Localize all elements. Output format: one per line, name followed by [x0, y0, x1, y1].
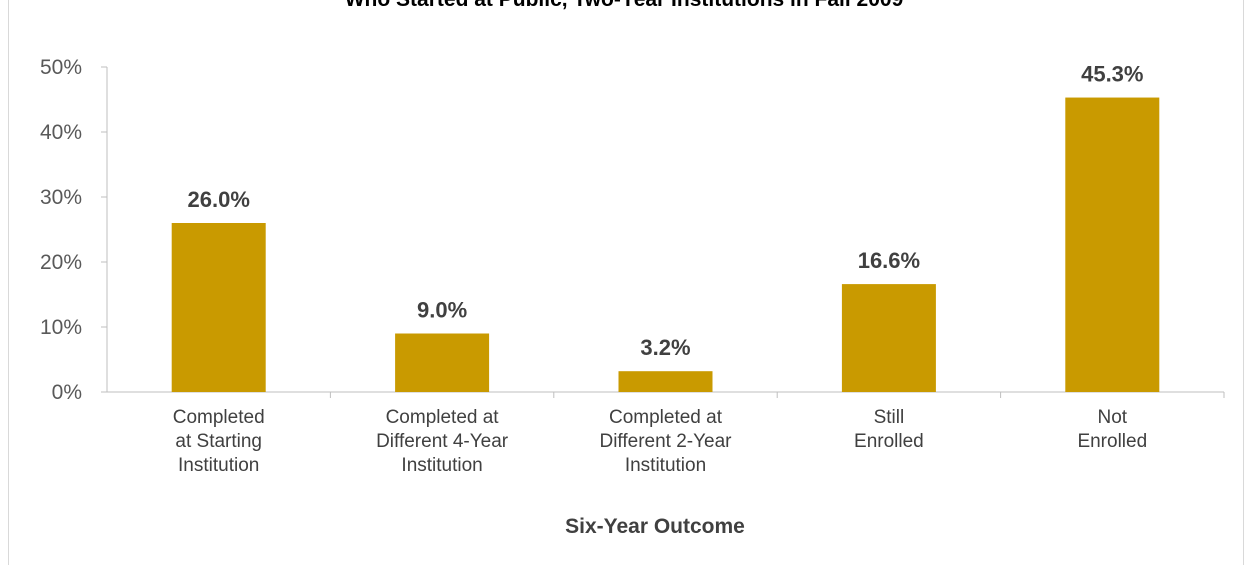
chart-frame	[8, 0, 1244, 565]
y-tick-label: 0%	[52, 381, 82, 404]
bars	[171, 97, 1160, 393]
category-label: Completed at Different 4-Year Institution	[376, 407, 509, 476]
category-label: Completed at Different 2-Year Institution	[599, 407, 732, 476]
data-label: 26.0%	[188, 187, 250, 212]
bar	[171, 223, 266, 392]
category-label: Not Enrolled	[1077, 407, 1147, 452]
y-tick-label: 20%	[40, 251, 82, 274]
bar	[395, 333, 490, 392]
bar	[1065, 97, 1160, 393]
data-label: 45.3%	[1081, 62, 1143, 87]
y-tick-label: 40%	[40, 121, 82, 144]
data-label: 9.0%	[417, 298, 467, 323]
data-labels: 26.0% 9.0% 3.2% 16.6% 45.3%	[188, 62, 1144, 361]
bar	[618, 371, 713, 392]
y-tick-label: 30%	[40, 186, 82, 209]
data-label: 16.6%	[858, 248, 920, 273]
y-axis-ticks: 0% 10% 20% 30% 40% 50%	[40, 56, 107, 404]
chart-title: Who Started at Public, Two-Year Institut…	[0, 0, 1248, 12]
bar	[841, 284, 936, 392]
y-tick-label: 10%	[40, 316, 82, 339]
category-label: Still Enrolled	[854, 407, 924, 452]
data-label: 3.2%	[640, 335, 690, 360]
category-labels: Completed at Starting Institution Completed…	[173, 407, 1147, 476]
category-label: Completed at Starting Institution	[173, 407, 265, 476]
x-axis-title: Six-Year Outcome	[565, 515, 745, 538]
y-tick-label: 50%	[40, 56, 82, 79]
